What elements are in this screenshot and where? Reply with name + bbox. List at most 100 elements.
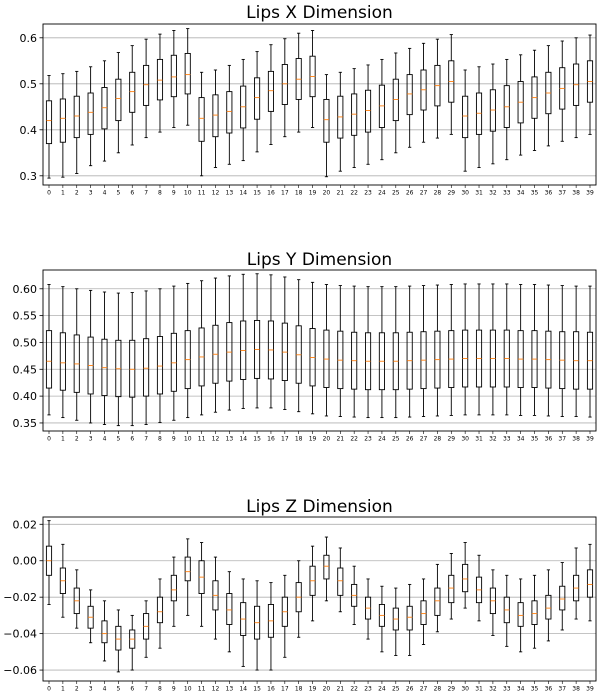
box-19 — [309, 29, 316, 128]
x-tick-label: 34 — [517, 436, 525, 443]
x-tick-label: 34 — [517, 686, 525, 693]
box-31 — [475, 554, 483, 622]
box-28 — [434, 284, 441, 417]
box-iqr — [351, 93, 358, 136]
box-15 — [254, 273, 261, 409]
x-tick-label: 11 — [198, 436, 206, 443]
box-6 — [129, 45, 136, 146]
y-tick-label: 0.5 — [20, 78, 38, 91]
x-tick-label: 32 — [489, 190, 497, 197]
box-iqr — [323, 98, 330, 143]
box-11 — [198, 280, 205, 416]
chart-title: Lips Z Dimension — [246, 497, 393, 517]
box-10 — [184, 282, 191, 419]
box-5 — [115, 609, 122, 673]
x-tick-label: 34 — [517, 190, 525, 197]
x-tick-label: 30 — [461, 436, 469, 443]
box-25 — [392, 286, 399, 419]
x-tick-label: 35 — [531, 190, 539, 197]
box-34 — [517, 578, 524, 653]
box-30 — [462, 542, 469, 609]
y-tick-label: 0.02 — [13, 518, 38, 531]
x-tick-label: 10 — [184, 686, 192, 693]
box-32 — [489, 63, 496, 165]
box-16 — [267, 44, 274, 145]
box-iqr — [170, 332, 177, 392]
box-37 — [559, 562, 566, 631]
box-1 — [59, 73, 66, 178]
panel-lips-y: Lips Y Dimension 0.35 0.40 0.45 0.50 0.55 0.6… — [13, 250, 597, 443]
box-iqr — [254, 77, 261, 120]
box-14 — [240, 58, 247, 162]
box-iqr — [143, 338, 150, 397]
box-19 — [309, 545, 316, 622]
box-27 — [420, 42, 427, 143]
box-iqr — [156, 58, 164, 101]
x-tick-label: 1 — [61, 190, 65, 197]
box-iqr — [45, 330, 53, 389]
x-tick-label: 13 — [226, 436, 234, 443]
x-tick-label: 20 — [323, 436, 331, 443]
box-28 — [434, 38, 441, 139]
x-tick-label: 33 — [503, 190, 511, 197]
box-24 — [378, 286, 385, 419]
x-tick-label: 25 — [392, 190, 400, 197]
x-tick-label: 32 — [489, 436, 497, 443]
box-4 — [101, 600, 108, 662]
x-tick-label: 25 — [392, 436, 400, 443]
box-27 — [420, 285, 427, 417]
box-2 — [73, 70, 80, 174]
x-tick-label: 36 — [545, 190, 553, 197]
box-0 — [45, 284, 53, 416]
box-iqr — [226, 593, 233, 625]
y-tick-label: 0.45 — [13, 363, 38, 376]
box-15 — [254, 51, 261, 153]
box-iqr — [545, 594, 552, 620]
box-11 — [198, 542, 205, 627]
box-5 — [115, 52, 122, 154]
x-tick-label: 29 — [447, 686, 455, 693]
y-tick-label: 0.50 — [13, 336, 38, 349]
box-32 — [489, 569, 496, 636]
x-tick-label: 6 — [130, 436, 134, 443]
chart-title: Lips X Dimension — [246, 3, 393, 23]
box-iqr — [489, 89, 496, 132]
x-tick-label: 21 — [336, 436, 344, 443]
x-tick-label: 10 — [184, 190, 192, 197]
x-tick-label: 0 — [47, 686, 51, 693]
x-tick-label: 3 — [89, 436, 93, 443]
x-tick-label: 16 — [267, 436, 275, 443]
box-21 — [337, 547, 344, 613]
x-tick-label: 16 — [267, 190, 275, 197]
x-tick-label: 12 — [212, 436, 220, 443]
x-tick-label: 13 — [226, 190, 234, 197]
x-tick-label: 9 — [172, 436, 176, 443]
box-20 — [323, 74, 330, 178]
x-tick-label: 26 — [406, 190, 414, 197]
box-24 — [378, 58, 385, 161]
box-1 — [59, 286, 66, 419]
box-35 — [531, 574, 538, 649]
box-7 — [143, 290, 150, 426]
x-tick-label: 7 — [144, 190, 148, 197]
box-19 — [309, 281, 316, 415]
x-tick-label: 1 — [61, 686, 65, 693]
x-tick-label: 24 — [378, 436, 386, 443]
box-18 — [295, 279, 302, 413]
box-iqr — [406, 74, 413, 116]
x-tick-label: 26 — [406, 686, 414, 693]
x-tick-label: 17 — [281, 190, 289, 197]
box-iqr — [170, 574, 177, 602]
box-iqr — [45, 100, 53, 145]
x-tick-label: 39 — [586, 686, 594, 693]
x-tick-label: 26 — [406, 436, 414, 443]
x-tick-label: 36 — [545, 686, 553, 693]
box-38 — [573, 285, 580, 417]
box-2 — [73, 569, 80, 629]
box-32 — [489, 283, 496, 416]
box-10 — [184, 28, 191, 126]
x-tick-label: 17 — [281, 686, 289, 693]
box-3 — [87, 289, 94, 424]
x-tick-label: 38 — [572, 436, 580, 443]
box-6 — [129, 614, 136, 671]
